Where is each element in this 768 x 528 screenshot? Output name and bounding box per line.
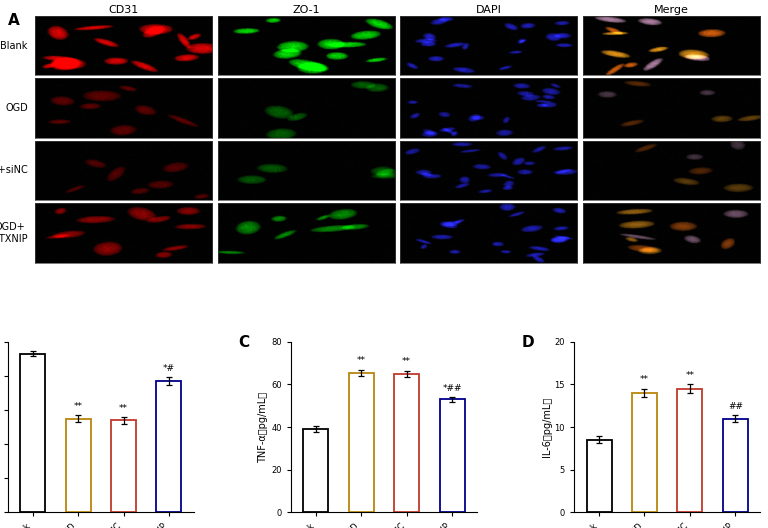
Y-axis label: IL-6（pg/mL）: IL-6（pg/mL）	[541, 397, 551, 457]
Text: **: **	[640, 375, 649, 384]
Bar	[394, 374, 419, 512]
Bar	[439, 399, 465, 512]
Text: *#: *#	[163, 364, 175, 373]
Bar	[632, 393, 657, 512]
Text: **: **	[119, 403, 128, 412]
Text: *##: *##	[442, 384, 462, 393]
Bar	[303, 429, 329, 512]
Bar	[677, 389, 703, 512]
Text: **: **	[74, 402, 83, 411]
Bar	[723, 419, 748, 512]
Title: ZO-1: ZO-1	[293, 5, 320, 15]
Text: OGD+siNC: OGD+siNC	[0, 165, 28, 175]
Bar	[20, 354, 45, 512]
Bar	[349, 373, 374, 512]
Title: DAPI: DAPI	[476, 5, 502, 15]
Bar	[65, 419, 91, 512]
Y-axis label: TNF-α（pg/mL）: TNF-α（pg/mL）	[258, 391, 269, 463]
Bar	[111, 420, 136, 512]
Title: CD31: CD31	[108, 5, 138, 15]
Text: **: **	[685, 371, 694, 380]
Bar	[587, 440, 611, 512]
Text: Blank: Blank	[1, 41, 28, 51]
Text: C: C	[239, 335, 250, 350]
Bar	[157, 381, 181, 512]
Text: **: **	[402, 357, 411, 366]
Text: ##: ##	[728, 402, 743, 411]
Text: OGD: OGD	[5, 103, 28, 113]
Text: A: A	[8, 13, 19, 28]
Text: D: D	[522, 335, 535, 350]
Text: OGD+
siTXNIP: OGD+ siTXNIP	[0, 222, 28, 244]
Title: Merge: Merge	[654, 5, 689, 15]
Text: **: **	[357, 356, 366, 365]
